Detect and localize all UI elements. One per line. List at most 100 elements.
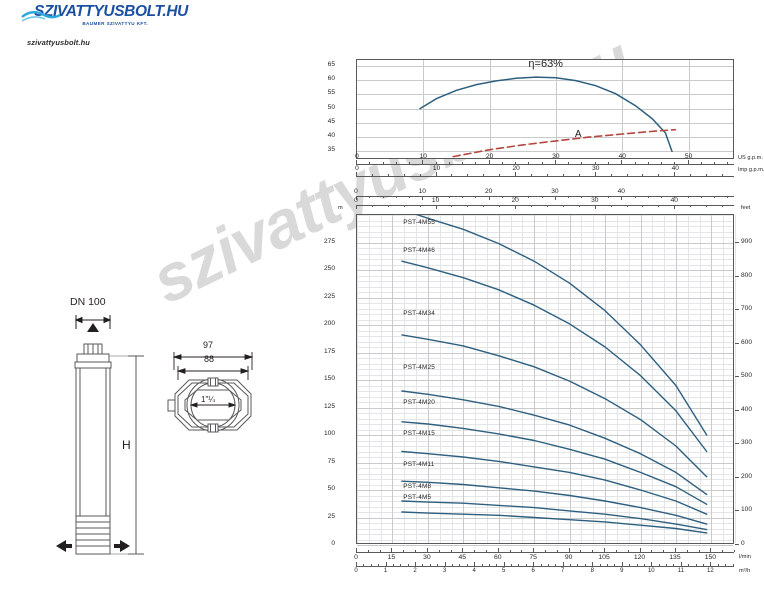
y-tick-label: 225 [323, 292, 335, 300]
x-tick-label-top: 10 [431, 197, 440, 204]
tick [688, 564, 690, 566]
gridline-h [357, 151, 733, 153]
gridline-h [357, 108, 733, 110]
gridline-v-minor [616, 215, 618, 543]
gridline-h-minor [357, 440, 733, 442]
gridline-h-minor [357, 528, 733, 530]
tick [422, 160, 424, 164]
gridline-v-minor [557, 215, 559, 543]
gridline-h-minor [357, 253, 733, 255]
tick [710, 562, 712, 566]
tick [533, 562, 535, 566]
tick [562, 562, 564, 566]
tick [488, 196, 490, 200]
tick [594, 205, 596, 209]
tick [610, 174, 612, 176]
y-tick-label: 200 [323, 320, 335, 327]
x-tick-label-bottom: 0 [354, 554, 358, 561]
gridline-v [688, 60, 690, 158]
gridline-v-minor [451, 215, 453, 543]
tick [371, 205, 373, 207]
x-tick-label-top: 30 [591, 197, 599, 204]
x-tick-label: 20 [512, 165, 520, 172]
gridline-h-minor [357, 358, 733, 359]
gridline-v-minor [581, 215, 583, 543]
tick [647, 162, 649, 164]
tick [415, 550, 417, 552]
tick [356, 172, 357, 176]
gridline-h-minor [357, 215, 733, 216]
tick [629, 564, 631, 566]
tick [608, 196, 609, 198]
tick [727, 162, 729, 164]
x-tick-label: 50 [684, 153, 693, 160]
x-tick-label-bottom: 8 [590, 568, 594, 574]
tick [639, 548, 641, 552]
tick [515, 196, 517, 198]
tick-right [735, 242, 739, 244]
gridline-v-minor [546, 215, 547, 543]
x-tick-label-bottom: 150 [704, 554, 717, 561]
tick [497, 548, 499, 552]
x-tick-label: 0 [355, 165, 359, 172]
gridline-v-minor [735, 215, 736, 543]
gridline-h-minor [357, 363, 733, 365]
tick [643, 564, 645, 566]
gridline-h-minor [357, 506, 733, 508]
height-label: H [122, 438, 131, 452]
gridline-h-minor [357, 330, 733, 332]
tick [369, 196, 371, 198]
scale-line-0 [356, 164, 734, 165]
gridline-v [555, 60, 557, 158]
curve-label-PST-4M46: PST-4M46 [403, 247, 436, 255]
gridline-h [357, 270, 733, 271]
gridline-v-minor [699, 215, 701, 543]
gridline-h-minor [357, 446, 733, 447]
tick [481, 564, 483, 566]
y-tick-label-right: 800 [741, 271, 753, 279]
gridline-h [357, 352, 733, 354]
tick [392, 564, 394, 566]
flow-up-arrow-icon [87, 323, 99, 343]
x-tick-label-bottom: 0 [354, 568, 358, 574]
bottom-scale-line-0 [356, 552, 734, 553]
tick [426, 548, 428, 552]
brand-logo[interactable]: SZIVATTYUSBOLT.HU BAUMER SZIVATTYU KFT. [20, 4, 188, 52]
gridline-h-minor [357, 336, 733, 337]
tick [714, 162, 716, 164]
gridline-h-minor [357, 308, 733, 310]
tick [581, 196, 583, 198]
y-tick-label: 100 [323, 430, 335, 437]
gridline-h-minor [357, 231, 733, 233]
tick [568, 196, 570, 198]
x-tick-label: 10 [432, 165, 441, 172]
axis-unit-bottom-0: l/min [739, 554, 751, 560]
tick [732, 564, 734, 566]
tick [722, 205, 724, 207]
tick [496, 564, 498, 566]
tick [518, 564, 520, 566]
tick [687, 160, 689, 164]
tick [515, 205, 517, 209]
tick-right [735, 544, 739, 545]
dn100-dimension [74, 315, 112, 329]
tick [636, 564, 638, 566]
tick [554, 160, 556, 164]
tick [403, 174, 405, 176]
curves [419, 76, 677, 158]
y-tick-label: 50 [327, 103, 335, 111]
tick-right [735, 376, 739, 378]
gridline-v-minor [628, 215, 630, 543]
tick [658, 174, 660, 176]
inner-dimension-label: 88 [204, 354, 215, 364]
tick [674, 172, 676, 176]
tick [599, 564, 601, 566]
tick [695, 564, 697, 566]
x-tick-label-bottom: 11 [677, 568, 684, 574]
x-tick-label: 0 [355, 153, 359, 160]
x-tick-label-bottom: 75 [529, 554, 537, 561]
curve-label-PST-4M25: PST-4M25 [403, 364, 436, 371]
tick [483, 205, 485, 207]
tick [626, 174, 628, 176]
series-PST-4M5 [401, 511, 708, 534]
